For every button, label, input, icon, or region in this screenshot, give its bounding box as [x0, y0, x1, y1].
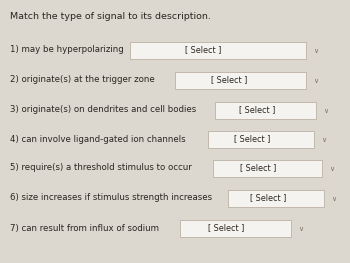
FancyBboxPatch shape	[212, 159, 322, 176]
Text: 7) can result from influx of sodium: 7) can result from influx of sodium	[10, 224, 159, 232]
FancyBboxPatch shape	[130, 42, 306, 58]
Text: [ Select ]: [ Select ]	[250, 194, 286, 203]
Text: 2) originate(s) at the trigger zone: 2) originate(s) at the trigger zone	[10, 75, 155, 84]
Text: ∨: ∨	[323, 108, 328, 114]
FancyBboxPatch shape	[208, 130, 314, 148]
Text: [ Select ]: [ Select ]	[185, 45, 222, 54]
Text: [ Select ]: [ Select ]	[239, 105, 275, 114]
FancyBboxPatch shape	[215, 102, 315, 119]
Text: ∨: ∨	[329, 166, 334, 172]
Text: [ Select ]: [ Select ]	[240, 164, 276, 173]
Text: ∨: ∨	[313, 48, 318, 54]
Text: 1) may be hyperpolarizing: 1) may be hyperpolarizing	[10, 45, 124, 54]
Text: Match the type of signal to its description.: Match the type of signal to its descript…	[10, 12, 211, 21]
FancyBboxPatch shape	[180, 220, 290, 236]
FancyBboxPatch shape	[228, 190, 323, 206]
Text: [ Select ]: [ Select ]	[234, 134, 270, 144]
Text: [ Select ]: [ Select ]	[208, 224, 244, 232]
FancyBboxPatch shape	[175, 72, 306, 89]
Text: ∨: ∨	[331, 196, 336, 202]
Text: 4) can involve ligand-gated ion channels: 4) can involve ligand-gated ion channels	[10, 134, 186, 144]
Text: ∨: ∨	[313, 78, 318, 84]
Text: ∨: ∨	[321, 137, 326, 143]
Text: 5) require(s) a threshold stimulus to occur: 5) require(s) a threshold stimulus to oc…	[10, 164, 192, 173]
Text: [ Select ]: [ Select ]	[211, 75, 248, 84]
Text: 6) size increases if stimulus strength increases: 6) size increases if stimulus strength i…	[10, 194, 212, 203]
Text: 3) originate(s) on dendrites and cell bodies: 3) originate(s) on dendrites and cell bo…	[10, 105, 196, 114]
Text: ∨: ∨	[298, 226, 303, 232]
